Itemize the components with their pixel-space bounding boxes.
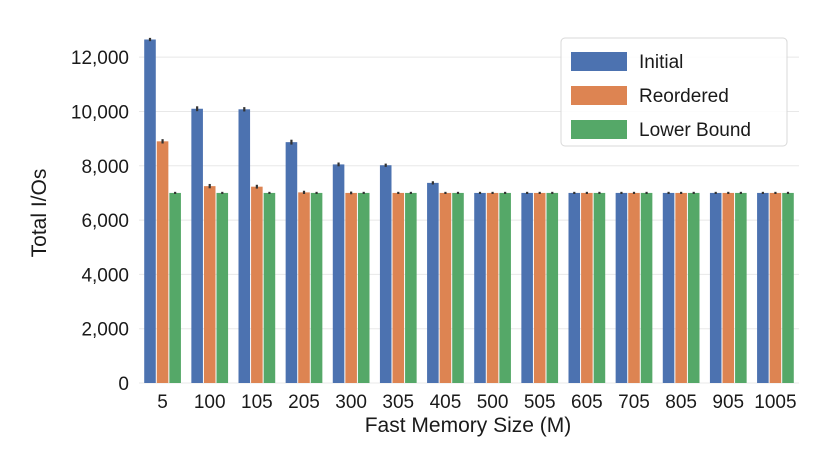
legend: Initial Reordered Lower Bound <box>560 37 788 147</box>
x-tick-label: 300 <box>335 392 367 413</box>
bar-reordered <box>533 192 546 383</box>
bar-reordered <box>628 192 640 383</box>
bar-initial <box>427 182 439 383</box>
bar-initial <box>285 142 298 383</box>
legend-label: Initial <box>639 52 683 73</box>
bar-lower-bound <box>735 192 747 383</box>
y-tick-label: 2,000 <box>81 320 129 341</box>
bar-initial <box>521 192 533 383</box>
legend-label: Lower Bound <box>639 120 751 141</box>
bar-reordered <box>251 186 263 383</box>
bar-lower-bound <box>169 192 181 383</box>
x-tick-label: 405 <box>430 392 462 413</box>
bar-initial <box>238 109 251 383</box>
bar-reordered <box>675 192 687 383</box>
bar-lower-bound <box>263 192 276 383</box>
y-tick-label: 12,000 <box>71 48 129 69</box>
bar-reordered <box>486 192 499 383</box>
legend-swatch <box>571 120 627 139</box>
x-tick-label: 805 <box>665 392 697 413</box>
y-tick-label: 8,000 <box>81 157 129 178</box>
bar-lower-bound <box>593 192 606 383</box>
x-tick-label: 100 <box>194 392 226 413</box>
bars-group <box>144 39 794 383</box>
bar-lower-bound <box>310 192 323 383</box>
x-tick-label: 305 <box>382 392 414 413</box>
bar-initial <box>191 108 203 383</box>
bar-initial <box>332 164 345 383</box>
bar-reordered <box>156 141 169 383</box>
bar-initial <box>615 192 628 383</box>
x-tick-label: 905 <box>712 392 744 413</box>
bar-reordered <box>392 192 405 383</box>
bar-lower-bound <box>405 192 417 383</box>
x-axis-label: Fast Memory Size (M) <box>365 414 572 437</box>
bar-initial <box>379 165 392 383</box>
error-bars-group <box>148 37 790 195</box>
x-tick-label: 500 <box>477 392 509 413</box>
y-tick-label: 0 <box>118 374 129 395</box>
bar-reordered <box>722 192 735 383</box>
bar-reordered <box>439 192 452 383</box>
x-tick-label: 605 <box>571 392 603 413</box>
bar-lower-bound <box>782 192 794 383</box>
bar-reordered <box>345 192 357 383</box>
bar-lower-bound <box>357 192 370 383</box>
bar-lower-bound <box>452 192 464 383</box>
bar-reordered <box>203 186 216 383</box>
bar-lower-bound <box>640 192 653 383</box>
bar-lower-bound <box>499 192 511 383</box>
bar-initial <box>757 192 769 383</box>
bar-lower-bound <box>216 192 229 383</box>
x-tick-label: 705 <box>618 392 650 413</box>
bar-reordered <box>581 192 593 383</box>
y-tick-label: 4,000 <box>81 265 129 286</box>
bar-reordered <box>769 192 782 383</box>
legend-swatch <box>571 86 627 105</box>
bar-initial <box>144 39 156 383</box>
legend-label: Reordered <box>639 86 729 107</box>
bar-initial <box>662 192 675 383</box>
bar-lower-bound <box>687 192 700 383</box>
x-tick-label: 505 <box>524 392 556 413</box>
x-tick-label: 1005 <box>754 392 796 413</box>
bar-initial <box>474 192 486 383</box>
legend-swatch <box>571 52 627 71</box>
bar-lower-bound <box>546 192 559 383</box>
x-tick-label: 5 <box>157 392 168 413</box>
y-tick-label: 10,000 <box>71 102 129 123</box>
x-axis-ticks: 5 100 105 205 300 305 405 500 505 605 705 805 905 100… <box>157 392 796 413</box>
y-tick-label: 6,000 <box>81 211 129 232</box>
y-axis-ticks: 0 2,000 4,000 6,000 8,000 10,000 12,000 <box>71 48 129 395</box>
bar-initial <box>568 192 581 383</box>
y-axis-label: Total I/Os <box>28 169 51 258</box>
bar-initial <box>709 192 722 383</box>
x-tick-label: 205 <box>288 392 320 413</box>
x-tick-label: 105 <box>241 392 273 413</box>
bar-reordered <box>298 192 310 383</box>
